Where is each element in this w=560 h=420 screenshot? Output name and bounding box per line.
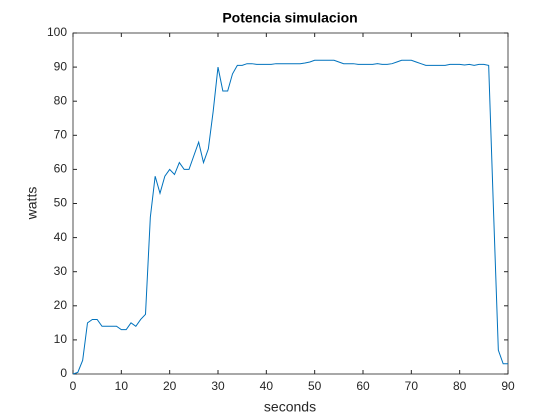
x-tick-label: 10 — [115, 379, 129, 393]
y-axis-label: watts — [24, 187, 40, 221]
chart-title: Potencia simulacion — [222, 10, 357, 26]
x-tick-label: 60 — [356, 379, 370, 393]
x-tick-label: 90 — [501, 379, 515, 393]
y-tick-label: 30 — [54, 264, 68, 278]
plot-area — [72, 32, 509, 375]
y-tick-label: 100 — [47, 25, 67, 39]
y-tick-label: 0 — [60, 366, 67, 380]
y-tick-label: 40 — [54, 230, 68, 244]
y-tick-label: 50 — [54, 196, 68, 210]
data-line — [72, 59, 508, 375]
x-tick-label: 30 — [211, 379, 225, 393]
x-tick-label: 80 — [453, 379, 467, 393]
y-tick-label: 20 — [54, 298, 68, 312]
y-tick-label: 70 — [54, 127, 68, 141]
y-tick-label: 90 — [54, 59, 68, 73]
x-tick-label: 70 — [405, 379, 419, 393]
x-tick-label: 0 — [70, 379, 77, 393]
x-tick-label: 40 — [260, 379, 274, 393]
y-tick-label: 10 — [54, 332, 68, 346]
x-tick-label: 50 — [308, 379, 322, 393]
x-tick-label: 20 — [163, 379, 177, 393]
x-axis-label: seconds — [264, 399, 316, 415]
y-tick-label: 60 — [54, 162, 68, 176]
y-tick-label: 80 — [54, 93, 68, 107]
